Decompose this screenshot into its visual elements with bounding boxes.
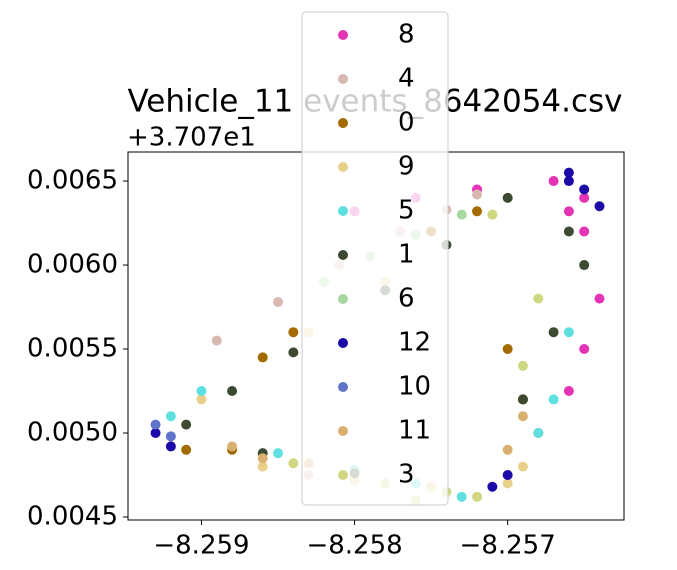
point — [487, 481, 498, 492]
point — [196, 394, 207, 405]
point — [456, 209, 467, 220]
point — [579, 344, 590, 355]
point — [594, 293, 605, 304]
point — [150, 427, 161, 438]
y-tick-label: 0.0050 — [27, 417, 118, 447]
point — [472, 206, 483, 217]
legend-marker — [338, 338, 348, 348]
point — [456, 491, 467, 502]
y-tick-label: 0.0065 — [27, 166, 118, 196]
legend-marker — [338, 162, 348, 172]
point — [579, 184, 590, 195]
offset-label: +3.707e1 — [127, 123, 256, 153]
point — [165, 441, 176, 452]
point — [563, 206, 574, 217]
legend-label: 10 — [398, 372, 431, 402]
point — [594, 201, 605, 212]
point — [227, 441, 238, 452]
point — [472, 491, 483, 502]
point — [472, 189, 483, 200]
point — [227, 386, 238, 397]
point — [211, 335, 222, 346]
point — [563, 167, 574, 178]
point — [517, 360, 528, 371]
point — [181, 444, 192, 455]
legend-label: 5 — [398, 196, 415, 226]
point — [517, 461, 528, 472]
point — [579, 226, 590, 237]
point — [563, 327, 574, 338]
point — [563, 386, 574, 397]
point — [533, 293, 544, 304]
legend-marker — [338, 382, 348, 392]
point — [257, 453, 268, 464]
legend-label: 9 — [398, 152, 415, 182]
legend-label: 6 — [398, 284, 415, 314]
point — [150, 419, 161, 430]
point — [273, 296, 284, 307]
point — [517, 394, 528, 405]
point — [273, 448, 284, 459]
point — [548, 394, 559, 405]
x-tick-label: −8.259 — [153, 531, 249, 561]
point — [502, 444, 513, 455]
point — [579, 260, 590, 271]
legend-marker — [338, 30, 348, 40]
point — [288, 347, 299, 358]
y-tick-label: 0.0055 — [27, 334, 118, 364]
point — [196, 386, 207, 397]
y-tick-label: 0.0045 — [27, 501, 118, 531]
point — [257, 352, 268, 363]
legend-marker — [338, 74, 348, 84]
x-tick-label: −8.257 — [460, 531, 556, 561]
legend-label: 4 — [398, 64, 415, 94]
point — [563, 226, 574, 237]
legend-marker — [338, 118, 348, 128]
legend-marker — [338, 250, 348, 260]
legend-label: 12 — [398, 328, 431, 358]
legend-box — [301, 11, 449, 506]
point — [517, 411, 528, 422]
legend-label: 1 — [398, 240, 415, 270]
point — [502, 469, 513, 480]
point — [548, 176, 559, 187]
point — [165, 431, 176, 442]
point — [288, 458, 299, 469]
x-tick-label: −8.258 — [306, 531, 402, 561]
legend-label: 11 — [398, 416, 431, 446]
legend-marker — [338, 294, 348, 304]
point — [563, 176, 574, 187]
legend: 8 4 0 9 5 1 6 12 10 11 3 — [301, 11, 449, 506]
y-tick-label: 0.0060 — [27, 250, 118, 280]
legend-label: 8 — [398, 20, 415, 50]
point — [548, 327, 559, 338]
point — [288, 327, 299, 338]
point — [181, 419, 192, 430]
point — [579, 192, 590, 203]
point — [533, 427, 544, 438]
legend-label: 3 — [398, 460, 415, 490]
legend-label: 0 — [398, 108, 415, 138]
legend-marker — [338, 426, 348, 436]
point — [502, 192, 513, 203]
point — [502, 344, 513, 355]
legend-marker — [338, 206, 348, 216]
point — [487, 209, 498, 220]
point — [257, 461, 268, 472]
legend-marker — [338, 470, 348, 480]
point — [165, 411, 176, 422]
point — [502, 478, 513, 489]
